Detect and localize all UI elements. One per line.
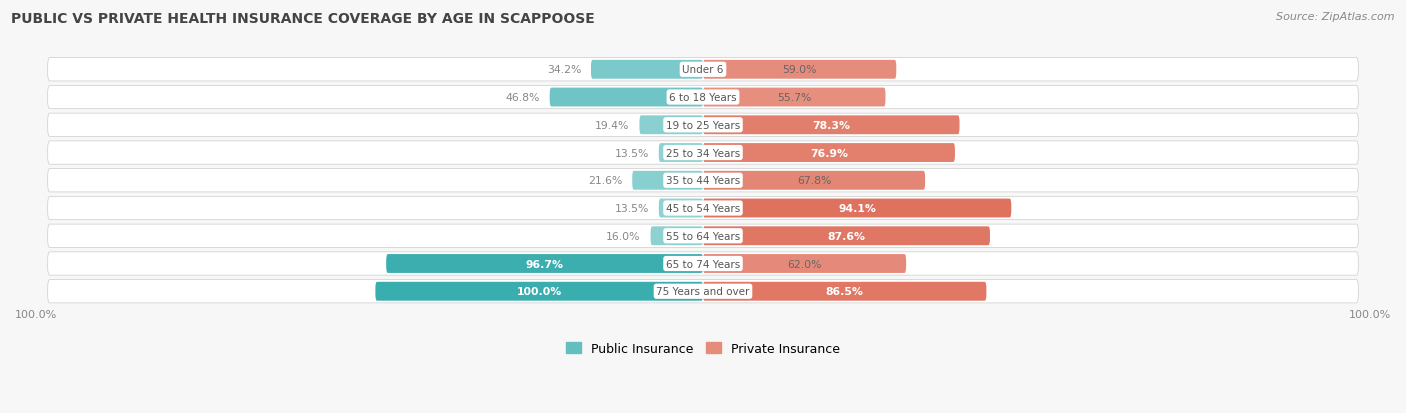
Text: 75 Years and over: 75 Years and over xyxy=(657,287,749,297)
FancyBboxPatch shape xyxy=(703,282,987,301)
FancyBboxPatch shape xyxy=(640,116,703,135)
Text: 45 to 54 Years: 45 to 54 Years xyxy=(666,204,740,214)
Text: 6 to 18 Years: 6 to 18 Years xyxy=(669,93,737,103)
Text: 78.3%: 78.3% xyxy=(813,121,851,131)
Text: 62.0%: 62.0% xyxy=(787,259,823,269)
Text: 25 to 34 Years: 25 to 34 Years xyxy=(666,148,740,158)
Text: Source: ZipAtlas.com: Source: ZipAtlas.com xyxy=(1277,12,1395,22)
FancyBboxPatch shape xyxy=(633,171,703,190)
Text: 67.8%: 67.8% xyxy=(797,176,831,186)
Text: 59.0%: 59.0% xyxy=(782,65,817,75)
Text: 76.9%: 76.9% xyxy=(810,148,848,158)
FancyBboxPatch shape xyxy=(48,59,1358,82)
FancyBboxPatch shape xyxy=(659,199,703,218)
FancyBboxPatch shape xyxy=(703,61,896,80)
FancyBboxPatch shape xyxy=(703,254,905,273)
FancyBboxPatch shape xyxy=(375,282,703,301)
FancyBboxPatch shape xyxy=(48,114,1358,137)
FancyBboxPatch shape xyxy=(550,88,703,107)
Text: 55 to 64 Years: 55 to 64 Years xyxy=(666,231,740,241)
FancyBboxPatch shape xyxy=(48,86,1358,109)
Text: 21.6%: 21.6% xyxy=(588,176,623,186)
Text: 65 to 74 Years: 65 to 74 Years xyxy=(666,259,740,269)
FancyBboxPatch shape xyxy=(703,227,990,246)
Text: 19 to 25 Years: 19 to 25 Years xyxy=(666,121,740,131)
Text: 13.5%: 13.5% xyxy=(614,148,650,158)
FancyBboxPatch shape xyxy=(703,171,925,190)
FancyBboxPatch shape xyxy=(703,116,959,135)
FancyBboxPatch shape xyxy=(48,252,1358,275)
FancyBboxPatch shape xyxy=(591,61,703,80)
Text: 100.0%: 100.0% xyxy=(15,309,58,319)
Text: 100.0%: 100.0% xyxy=(1348,309,1391,319)
Text: 87.6%: 87.6% xyxy=(828,231,866,241)
FancyBboxPatch shape xyxy=(703,199,1011,218)
FancyBboxPatch shape xyxy=(703,144,955,163)
FancyBboxPatch shape xyxy=(48,280,1358,303)
FancyBboxPatch shape xyxy=(651,227,703,246)
Text: 34.2%: 34.2% xyxy=(547,65,581,75)
FancyBboxPatch shape xyxy=(48,169,1358,192)
Text: Under 6: Under 6 xyxy=(682,65,724,75)
FancyBboxPatch shape xyxy=(703,88,886,107)
Text: 13.5%: 13.5% xyxy=(614,204,650,214)
Text: 94.1%: 94.1% xyxy=(838,204,876,214)
Text: 16.0%: 16.0% xyxy=(606,231,641,241)
FancyBboxPatch shape xyxy=(387,254,703,273)
Text: 35 to 44 Years: 35 to 44 Years xyxy=(666,176,740,186)
Text: 86.5%: 86.5% xyxy=(825,287,863,297)
FancyBboxPatch shape xyxy=(48,197,1358,220)
Text: 46.8%: 46.8% xyxy=(506,93,540,103)
Text: 55.7%: 55.7% xyxy=(778,93,811,103)
Text: PUBLIC VS PRIVATE HEALTH INSURANCE COVERAGE BY AGE IN SCAPPOOSE: PUBLIC VS PRIVATE HEALTH INSURANCE COVER… xyxy=(11,12,595,26)
Text: 96.7%: 96.7% xyxy=(526,259,564,269)
FancyBboxPatch shape xyxy=(48,142,1358,165)
FancyBboxPatch shape xyxy=(659,144,703,163)
Text: 19.4%: 19.4% xyxy=(595,121,630,131)
FancyBboxPatch shape xyxy=(48,225,1358,248)
Legend: Public Insurance, Private Insurance: Public Insurance, Private Insurance xyxy=(561,337,845,360)
Text: 100.0%: 100.0% xyxy=(516,287,562,297)
